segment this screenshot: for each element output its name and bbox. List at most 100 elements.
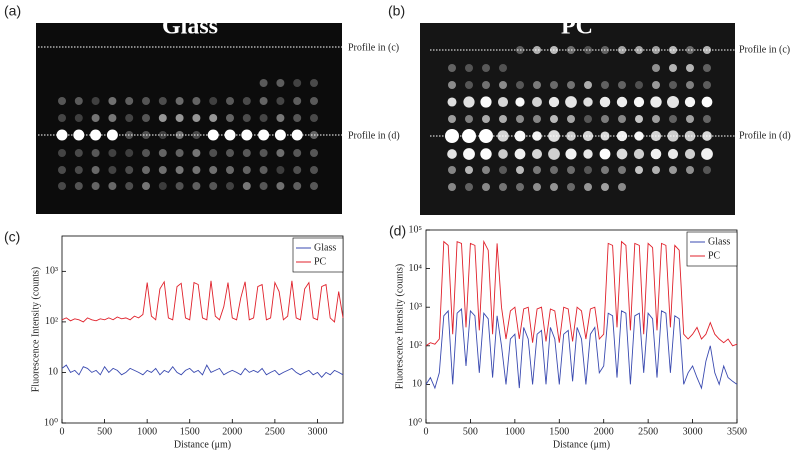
spot <box>293 149 302 157</box>
spot <box>499 183 507 191</box>
spot <box>684 130 696 142</box>
spot <box>533 166 541 174</box>
spot <box>241 129 253 141</box>
spot <box>91 182 100 190</box>
x-tick-label: 1500 <box>180 426 200 437</box>
spot <box>158 149 167 157</box>
plot-frame <box>61 235 344 424</box>
spot <box>310 97 318 105</box>
spot <box>583 149 593 159</box>
spot <box>192 97 201 105</box>
spot <box>310 166 318 174</box>
spot <box>584 115 592 123</box>
spot <box>125 149 134 157</box>
spot <box>567 115 575 123</box>
x-tick-label: 1000 <box>137 426 157 437</box>
panel-label: (c) <box>4 229 20 245</box>
spot <box>616 148 628 160</box>
spot <box>482 183 490 191</box>
spot <box>142 97 150 105</box>
spot <box>259 97 268 105</box>
spot <box>274 129 286 141</box>
panel-label: (b) <box>388 3 405 19</box>
spot <box>175 149 184 157</box>
spot <box>667 96 679 108</box>
spot <box>448 64 456 72</box>
spot <box>601 81 609 89</box>
spot <box>192 114 201 122</box>
spot <box>108 97 117 105</box>
x-tick-label: 2500 <box>638 426 658 437</box>
series-line <box>61 364 344 378</box>
spot <box>652 64 660 72</box>
spot <box>175 166 184 174</box>
x-tick-label: 2500 <box>265 426 285 437</box>
spot <box>276 114 285 122</box>
spot <box>532 97 542 107</box>
spot <box>447 149 457 159</box>
spot <box>567 81 575 89</box>
spot <box>293 97 302 105</box>
spot <box>259 114 268 122</box>
spot <box>548 148 560 160</box>
spot <box>515 97 525 107</box>
spot <box>74 149 83 157</box>
spot <box>686 115 694 123</box>
y-tick-label: 10 <box>48 367 58 378</box>
spot <box>499 81 507 89</box>
spot <box>310 79 318 87</box>
spot <box>242 149 251 157</box>
spot <box>635 115 643 123</box>
spot <box>276 182 285 190</box>
spot <box>499 115 507 123</box>
spot <box>514 148 526 160</box>
spot <box>701 148 713 160</box>
spot <box>531 148 543 160</box>
legend-label: Glass <box>314 242 336 253</box>
spot <box>480 148 492 160</box>
spot <box>463 96 475 108</box>
spot <box>175 114 184 122</box>
spot <box>465 64 473 72</box>
spot <box>635 46 643 54</box>
spot <box>448 166 456 174</box>
spot <box>259 166 268 174</box>
x-tick-label: 3000 <box>683 426 703 437</box>
spot <box>498 149 508 159</box>
spot <box>58 182 66 190</box>
x-tick-label: 3500 <box>727 426 747 437</box>
spot <box>226 182 234 190</box>
spot <box>108 182 117 190</box>
spot <box>480 96 492 108</box>
spot <box>650 148 662 160</box>
x-axis-label: Distance (μm) <box>553 439 610 450</box>
image-title: Glass <box>162 14 218 40</box>
y-tick-label: 10² <box>45 316 58 327</box>
spot <box>516 166 524 174</box>
spot <box>686 64 694 72</box>
spot <box>158 182 167 190</box>
spot <box>669 115 677 123</box>
spot <box>465 183 473 191</box>
y-tick-label: 10⁴ <box>409 263 423 274</box>
spot <box>599 96 611 108</box>
spot <box>192 131 201 139</box>
profile-label: Profile in (d) <box>348 130 400 141</box>
spot <box>482 115 490 123</box>
spot <box>533 183 541 191</box>
spot <box>465 166 473 174</box>
spot <box>91 166 100 174</box>
spot <box>58 97 66 105</box>
x-tick-label: 3000 <box>307 426 327 437</box>
spot <box>91 149 100 157</box>
spot <box>175 182 184 190</box>
spot <box>550 115 558 123</box>
spot <box>565 96 577 108</box>
spot <box>125 114 134 122</box>
x-tick-label: 0 <box>424 426 429 437</box>
series-line <box>61 280 344 323</box>
spot <box>276 166 285 174</box>
spot <box>293 114 302 122</box>
spot <box>74 166 83 174</box>
x-tick-label: 2000 <box>594 426 614 437</box>
